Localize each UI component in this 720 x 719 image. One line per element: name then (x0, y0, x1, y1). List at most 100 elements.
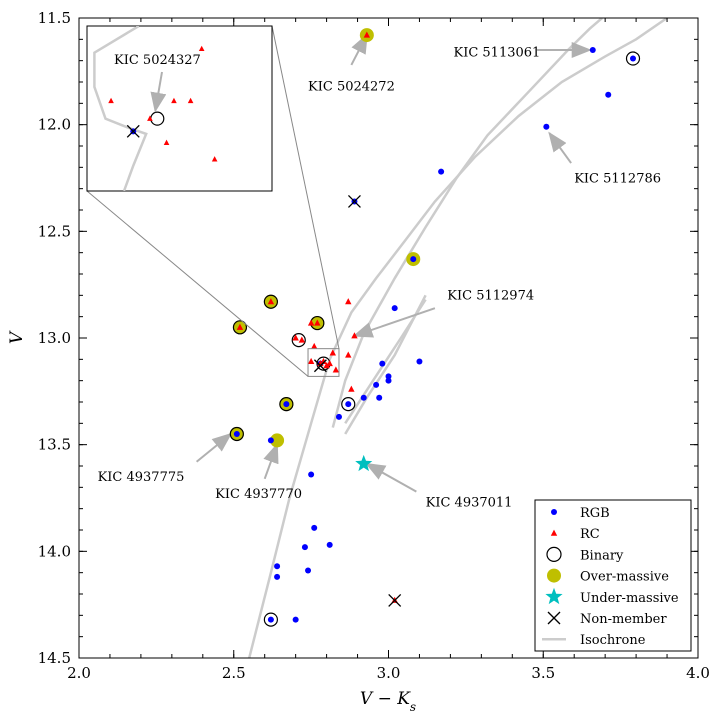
legend-binary-marker (546, 546, 562, 563)
rgb-point-15 (345, 401, 352, 408)
y-tick-label-3: 13.0 (38, 329, 71, 347)
inset-isochrone-line-0 (93, 26, 148, 191)
over-massive-point-7 (270, 433, 285, 448)
rgb-point-24 (274, 563, 281, 570)
binary-point-6 (263, 294, 278, 309)
rgb-point-7 (391, 305, 398, 312)
binary-point-9 (279, 397, 294, 412)
legend-under-massive-marker (545, 587, 563, 605)
connector-line-left (86, 190, 309, 377)
legend-entry-2: Binary (546, 546, 624, 563)
x-tick-label-1: 2.5 (222, 664, 246, 682)
legend-label-4: Under-massive (580, 591, 679, 606)
rgb-point-21 (311, 524, 318, 531)
legend-entry-4: Under-massive (545, 587, 679, 606)
rgb-point-16 (335, 413, 342, 420)
rgb-point-14 (376, 394, 383, 401)
legend-label-3: Over-massive (580, 570, 669, 585)
x-tick-label-0: 2.0 (67, 664, 91, 682)
binary-point-4 (229, 426, 244, 442)
annotation-arrow-4 (195, 432, 233, 463)
rc-point-0 (363, 31, 371, 38)
annotation-label-3: KIC 5112974 (447, 289, 534, 304)
rgb-point-3 (543, 123, 550, 130)
rc-point-12 (307, 357, 315, 364)
y-tick-label-5: 14.0 (38, 542, 71, 560)
rgb-point-17 (267, 437, 274, 444)
inset-points (108, 45, 218, 162)
non-member-point-0 (347, 195, 361, 208)
x-tick-label-3: 3.5 (531, 664, 555, 682)
rgb-point-12 (373, 381, 380, 388)
x-tick-label-2: 3.0 (377, 664, 401, 682)
connector-line-right (271, 25, 340, 349)
legend-rgb-marker (551, 509, 557, 515)
annotation-labels: KIC 5024272 KIC 5113061 KIC 5112786 KIC 511… (98, 45, 661, 510)
rgb-point-1 (630, 55, 637, 62)
rgb-point-8 (379, 360, 386, 367)
binary-point-3 (341, 397, 356, 412)
legend-entry-1: RC (550, 527, 600, 542)
rc-point-4 (345, 298, 352, 305)
rgb-point-28 (292, 616, 299, 623)
zoom-inset: KIC 5024327 (86, 25, 273, 192)
inset-annotation: KIC 5024327 (114, 53, 201, 113)
legend-entry-5: Non-member (547, 611, 667, 627)
rgb-point-22 (301, 544, 308, 551)
non-member-point-1 (313, 359, 327, 373)
rc-point-9 (311, 342, 318, 350)
zoom-box (307, 348, 340, 377)
binary-point-1 (291, 333, 306, 348)
inset-isochrone (93, 26, 148, 191)
inset-rc-point-6 (163, 139, 170, 145)
inset-rc-point-0 (108, 97, 114, 104)
rgb-point-23 (326, 541, 333, 548)
rc-point-14 (323, 362, 330, 369)
legend-box (534, 499, 692, 652)
legend-label-0: RGB (580, 506, 610, 521)
annotation-label-4: KIC 4937775 (98, 470, 185, 485)
y-tick-label-0: 11.5 (38, 9, 71, 27)
inset-rc-point-7 (211, 156, 218, 162)
annotation-arrow-5 (263, 442, 279, 480)
rc-point-16 (320, 357, 327, 364)
rgb-point-10 (385, 373, 392, 380)
binary-point-5 (263, 612, 278, 627)
y-tick-label-2: 12.5 (38, 222, 71, 240)
rc-point-7 (292, 334, 299, 341)
legend-label-1: RC (580, 527, 600, 542)
rc-point-2 (236, 323, 244, 330)
legend: RGB RC Binary Over-massive Under-massive Non-… (534, 499, 692, 652)
inset-rc-point-3 (171, 97, 177, 104)
x-axis-label: V − Ks (360, 689, 416, 714)
annotation-arrow-6 (365, 462, 417, 493)
annotation-label-2: KIC 5112786 (574, 171, 661, 186)
rc-point-6 (351, 332, 358, 339)
rc-point-11 (345, 351, 352, 358)
inset-connector-lines (86, 25, 340, 377)
rgb-point-0 (589, 47, 596, 53)
rgb-point-19 (283, 401, 290, 408)
annotation-label-5: KIC 4937770 (215, 487, 302, 502)
binary-point-7 (232, 320, 248, 335)
non-member-point-2 (388, 593, 402, 607)
rc-point-3 (314, 319, 321, 326)
annotation-arrow-3 (352, 307, 436, 338)
inset-frame (86, 25, 273, 192)
rc-point-10 (329, 349, 336, 356)
axis-ticks: 2.0 2.5 3.0 3.5 4.0 11.5 12.0 12.5 13.0 13.5 14.0 1… (38, 9, 710, 682)
rgb-point-9 (416, 358, 423, 365)
rc-point-18 (348, 385, 355, 392)
rgb-point-25 (274, 573, 281, 580)
under-massive-point-0 (355, 454, 373, 472)
data-points (229, 28, 641, 627)
y-tick-label-6: 14.5 (38, 649, 71, 667)
legend-label-2: Binary (580, 548, 624, 563)
rc-point-17 (332, 366, 340, 373)
legend-entry-3: Over-massive (547, 568, 669, 585)
annotation-label-6: KIC 4937011 (426, 496, 513, 511)
x-tick-label-4: 4.0 (686, 664, 710, 682)
legend-entry-6: Isochrone (542, 633, 646, 648)
legend-non-member-marker (547, 611, 561, 625)
